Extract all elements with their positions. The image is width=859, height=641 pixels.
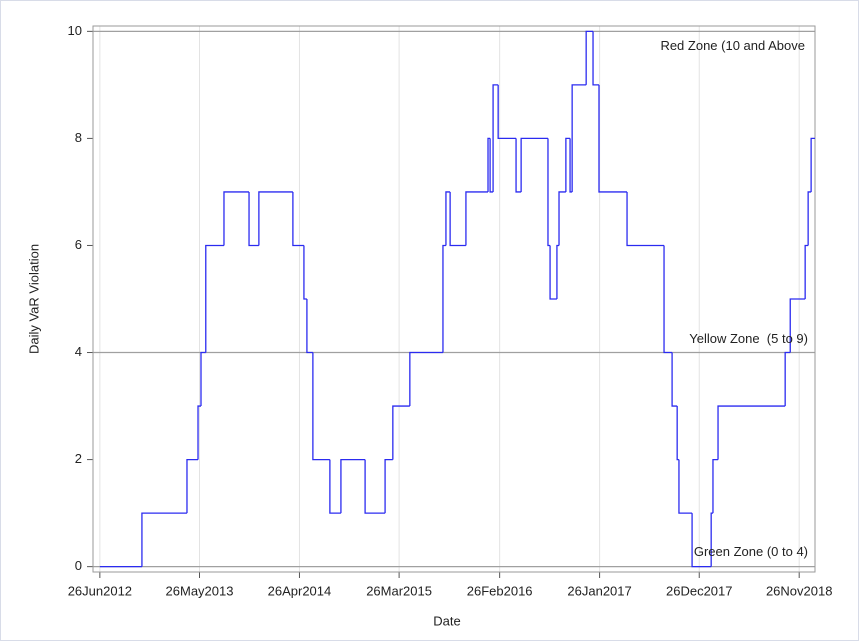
step-segment [671, 352, 678, 407]
step-segment [487, 137, 491, 192]
y-tick-label: 8 [75, 130, 82, 145]
x-tick-label: 26Jun2012 [68, 583, 132, 598]
step-segment [663, 245, 673, 354]
step-segment [442, 244, 446, 353]
step-segment [691, 513, 712, 568]
step-segment [676, 406, 679, 461]
y-tick-label: 2 [75, 451, 82, 466]
step-segment [449, 191, 466, 247]
step-segment [223, 191, 250, 246]
y-axis-label: Daily VaR Violation [26, 244, 41, 354]
step-segment [205, 244, 224, 353]
step-segment [306, 299, 313, 354]
x-tick-label: 26Nov2018 [766, 583, 833, 598]
step-segment [364, 459, 386, 514]
step-segment [571, 84, 587, 192]
step-segment [497, 84, 517, 140]
step-segment [492, 84, 499, 192]
step-segment [392, 405, 410, 460]
step-segment [712, 458, 719, 514]
step-segment [710, 512, 713, 567]
reference-label: Yellow Zone (5 to 9) [689, 331, 808, 346]
step-segment [520, 137, 548, 192]
x-tick-label: 26Apr2014 [268, 583, 332, 598]
step-segment [585, 30, 594, 85]
reference-label: Red Zone (10 and Above [660, 38, 805, 53]
step-segment [465, 191, 489, 246]
step-segment [598, 84, 628, 193]
step-segment [409, 351, 443, 407]
step-segment [197, 405, 202, 460]
x-axis-label: Date [433, 613, 460, 628]
y-tick-label: 10 [68, 23, 82, 38]
y-tick-label: 6 [75, 237, 82, 252]
step-segment [258, 191, 293, 246]
plot-frame [92, 25, 816, 573]
step-segment [717, 405, 786, 460]
step-segment [558, 191, 566, 246]
step-segment [592, 31, 599, 86]
step-segment [200, 351, 206, 407]
step-segment [626, 191, 665, 247]
step-segment [329, 459, 341, 514]
step-segment [549, 245, 557, 300]
step-segment [810, 137, 815, 192]
step-segment [678, 459, 693, 514]
step-segment [784, 351, 791, 407]
y-tick-label: 0 [75, 558, 82, 573]
step-segment [515, 138, 522, 193]
step-segment [186, 458, 199, 514]
x-tick-label: 26Mar2015 [366, 583, 432, 598]
step-segment [384, 458, 393, 514]
step-segment [565, 137, 571, 192]
step-segment [789, 298, 806, 353]
step-segment [292, 191, 304, 247]
step-segment [445, 191, 451, 246]
reference-label: Green Zone (0 to 4) [694, 544, 808, 559]
step-segment [547, 138, 551, 247]
x-tick-label: 26Jan2017 [567, 583, 631, 598]
step-segment [248, 191, 259, 247]
x-tick-label: 26Dec2017 [666, 583, 733, 598]
y-tick-label: 4 [75, 344, 82, 359]
x-tick-label: 26May2013 [166, 583, 234, 598]
step-segment [489, 138, 494, 193]
step-segment [141, 512, 187, 567]
x-tick-label: 26Feb2016 [467, 583, 533, 598]
step-segment [556, 244, 560, 299]
step-segment [340, 458, 366, 514]
step-segment [569, 138, 573, 193]
step-segment [312, 352, 330, 461]
step-segment [804, 244, 809, 299]
step-segment [807, 191, 812, 246]
step-segment [303, 245, 307, 300]
